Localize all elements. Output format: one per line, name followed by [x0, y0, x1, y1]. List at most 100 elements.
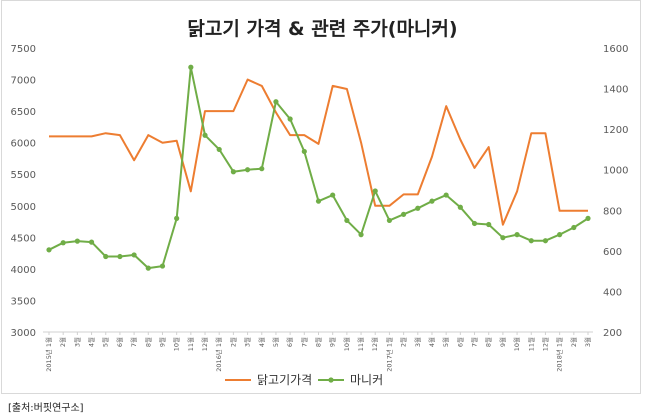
x-tick-label: 9월 [328, 337, 337, 347]
left-y-tick-label: 3500 [11, 296, 36, 307]
right-y-tick-label: 800 [603, 206, 622, 217]
x-tick-label: 2018년 1월 [555, 337, 564, 372]
legend-label-chicken-price: 닭고기가격 [257, 373, 312, 387]
left-y-axis-ticks: 7500 7000 6500 6000 5500 5000 4500 4000 3500 3000 [11, 44, 36, 339]
right-y-tick-label: 1000 [603, 166, 628, 177]
maniker-data-point [88, 239, 95, 245]
maniker-data-point [401, 211, 407, 217]
x-tick-label: 2015년 1월 [44, 337, 53, 372]
left-y-tick-label: 6500 [11, 107, 36, 118]
x-tick-label: 5월 [101, 337, 110, 347]
x-tick-label: 3월 [583, 337, 592, 347]
maniker-data-point [372, 188, 378, 194]
maniker-data-point [500, 235, 506, 241]
maniker-data-point [301, 148, 307, 155]
x-tick-label: 12월 [200, 337, 209, 351]
x-tick-label: 3월 [413, 337, 422, 347]
x-tick-label: 3월 [243, 337, 252, 347]
x-tick-label: 11월 [356, 337, 365, 351]
left-y-tick-label: 5000 [11, 202, 36, 213]
legend-label-maniker: 마니커 [350, 373, 383, 387]
maniker-data-point [273, 99, 279, 105]
series-layer [46, 64, 591, 271]
maniker-data-point [174, 215, 180, 221]
maniker-data-point [315, 198, 322, 204]
x-tick-label: 7월 [470, 337, 479, 347]
maniker-data-point [117, 253, 123, 260]
series-line-chicken-price [49, 78, 588, 226]
x-tick-label: 6월 [285, 337, 294, 347]
maniker-data-point [415, 205, 421, 211]
maniker-data-point [60, 240, 66, 246]
maniker-data-point [244, 167, 251, 173]
maniker-data-point [585, 215, 591, 221]
right-y-tick-label: 1200 [603, 125, 628, 136]
x-tick-label: 9월 [498, 337, 507, 347]
legend: 닭고기가격 마니커 [225, 373, 383, 387]
right-y-tick-label: 200 [603, 328, 622, 339]
maniker-data-point [131, 252, 137, 258]
maniker-data-point [74, 238, 80, 244]
maniker-data-point [557, 232, 563, 238]
x-tick-label: 10월 [172, 337, 181, 351]
maniker-data-point [202, 132, 208, 138]
left-y-tick-label: 4000 [11, 265, 36, 276]
x-tick-label: 12월 [540, 337, 549, 351]
right-y-tick-label: 1600 [603, 44, 628, 55]
left-y-tick-label: 4500 [11, 233, 36, 244]
right-y-axis-ticks: 1600 1400 1200 1000 800 600 400 200 [603, 44, 628, 339]
x-tick-label: 7월 [299, 337, 308, 347]
x-tick-label: 4월 [427, 337, 436, 347]
maniker-data-point [542, 238, 549, 244]
chart-title: 닭고기 가격 & 관련 주가(마니커) [187, 18, 458, 40]
series-line-maniker [48, 66, 589, 270]
maniker-data-point [287, 116, 293, 122]
maniker-data-point [528, 238, 534, 244]
x-tick-label: 4월 [87, 337, 96, 347]
x-tick-label: 10월 [512, 337, 521, 351]
maniker-data-point [103, 253, 109, 260]
maniker-data-point [259, 166, 265, 172]
x-tick-label: 3월 [72, 337, 81, 347]
x-tick-label: 11월 [186, 337, 195, 351]
left-y-tick-label: 6000 [11, 139, 36, 150]
x-tick-label: 8월 [484, 337, 493, 347]
x-tick-label: 10월 [342, 337, 351, 351]
x-tick-label: 5월 [441, 337, 450, 347]
maniker-data-point [358, 232, 364, 238]
maniker-data-point [46, 247, 52, 253]
maniker-data-point [571, 224, 577, 231]
x-tick-label: 6월 [115, 337, 124, 347]
x-tick-label: 5월 [271, 337, 280, 347]
x-tick-label: 7월 [129, 337, 138, 347]
source-note: [출처:버핏연구소] [8, 403, 84, 414]
right-y-tick-label: 1400 [603, 85, 628, 96]
maniker-data-point [429, 198, 435, 204]
x-tick-label: 4월 [257, 337, 266, 347]
maniker-data-point [471, 220, 478, 227]
left-y-tick-label: 3000 [11, 328, 36, 339]
x-tick-label: 2월 [58, 337, 67, 347]
left-y-tick-label: 5500 [11, 170, 36, 181]
x-tick-label: 11월 [526, 337, 535, 351]
left-y-tick-label: 7000 [11, 76, 36, 87]
chart-frame [1, 0, 641, 394]
x-tick-label: 8월 [143, 337, 152, 347]
x-tick-label: 2월 [228, 337, 237, 347]
maniker-data-point [457, 204, 463, 210]
maniker-data-point [216, 146, 222, 153]
right-y-tick-label: 400 [603, 287, 622, 298]
x-tick-label: 2월 [399, 337, 408, 347]
x-tick-label: 6월 [455, 337, 464, 347]
x-tick-label: 2017년 1월 [384, 337, 393, 372]
maniker-data-point [330, 192, 336, 198]
x-tick-label: 9월 [157, 337, 166, 347]
maniker-data-point [188, 64, 194, 70]
x-tick-label: 8월 [314, 337, 323, 347]
left-y-tick-label: 7500 [11, 44, 36, 55]
x-axis-ticks: 2015년 1월 2월 3월 4월 5월 6월 7월 8월 9월 10월 11월 12월 2016년 1… [44, 332, 592, 372]
maniker-data-point [159, 263, 166, 269]
right-y-tick-label: 600 [603, 247, 622, 258]
maniker-data-point [145, 265, 151, 271]
